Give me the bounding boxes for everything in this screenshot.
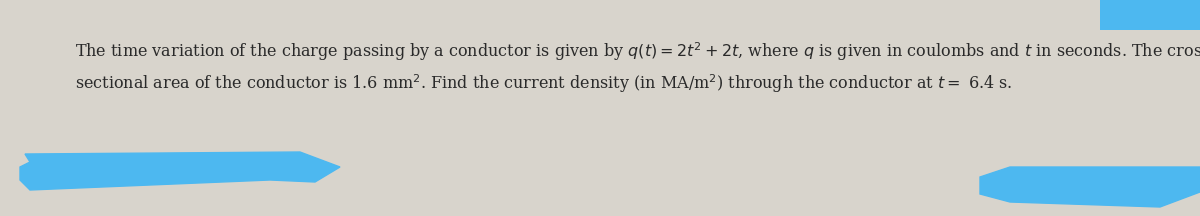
Polygon shape — [20, 152, 340, 190]
Text: sectional area of the conductor is 1.6 mm$^2$. Find the current density (in MA/m: sectional area of the conductor is 1.6 m… — [74, 72, 1013, 95]
Bar — [1100, 0, 1200, 30]
Polygon shape — [980, 167, 1200, 207]
Text: The time variation of the charge passing by a conductor is given by $q(t)=2t^2+2: The time variation of the charge passing… — [74, 40, 1200, 63]
